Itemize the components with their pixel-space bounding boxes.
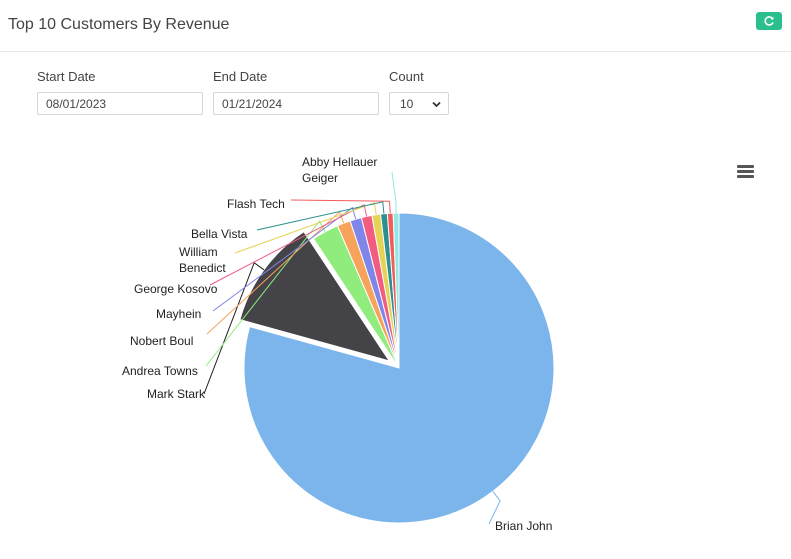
count-select-value: 10 — [400, 96, 414, 111]
pie-data-label: Flash Tech — [227, 197, 285, 211]
pie-data-label: Nobert Boul — [130, 334, 193, 348]
hamburger-menu-icon — [737, 165, 754, 168]
chart-menu-button[interactable] — [737, 165, 755, 179]
pie-data-label: Mark Stark — [147, 387, 206, 401]
refresh-icon — [764, 16, 774, 26]
pie-data-label: Abby Hellauer Geiger — [302, 155, 377, 185]
start-date-input[interactable] — [37, 92, 203, 115]
page-title: Top 10 Customers By Revenue — [8, 16, 230, 33]
start-date-label: Start Date — [37, 69, 96, 84]
end-date-label: End Date — [213, 69, 268, 84]
count-label: Count — [389, 69, 424, 84]
data-label-connector — [205, 220, 326, 367]
pie-data-label: Mayhein — [156, 307, 201, 321]
data-label-connector — [234, 202, 377, 254]
pie-data-label: Andrea Towns — [122, 364, 198, 378]
data-label-connector — [256, 201, 385, 231]
data-label-connector — [290, 199, 391, 214]
pie-data-label: William Benedict — [179, 245, 226, 275]
end-date-input[interactable] — [213, 92, 379, 115]
pie-slice[interactable] — [243, 212, 555, 524]
data-label-connector — [212, 206, 357, 312]
pie-data-label: Bella Vista — [191, 227, 248, 241]
data-label-connector — [391, 171, 397, 214]
data-label-connector — [488, 491, 501, 525]
data-label-connector — [203, 261, 265, 395]
data-label-connector — [209, 203, 368, 286]
chevron-down-icon — [432, 101, 441, 108]
pie-slice[interactable] — [239, 230, 391, 362]
pie-data-label: Brian John — [495, 519, 552, 533]
panel-header: Top 10 Customers By Revenue — [0, 0, 791, 52]
refresh-button[interactable] — [756, 12, 782, 30]
pie-data-label: George Kosovo — [134, 282, 218, 296]
count-select[interactable]: 10 — [389, 92, 449, 115]
